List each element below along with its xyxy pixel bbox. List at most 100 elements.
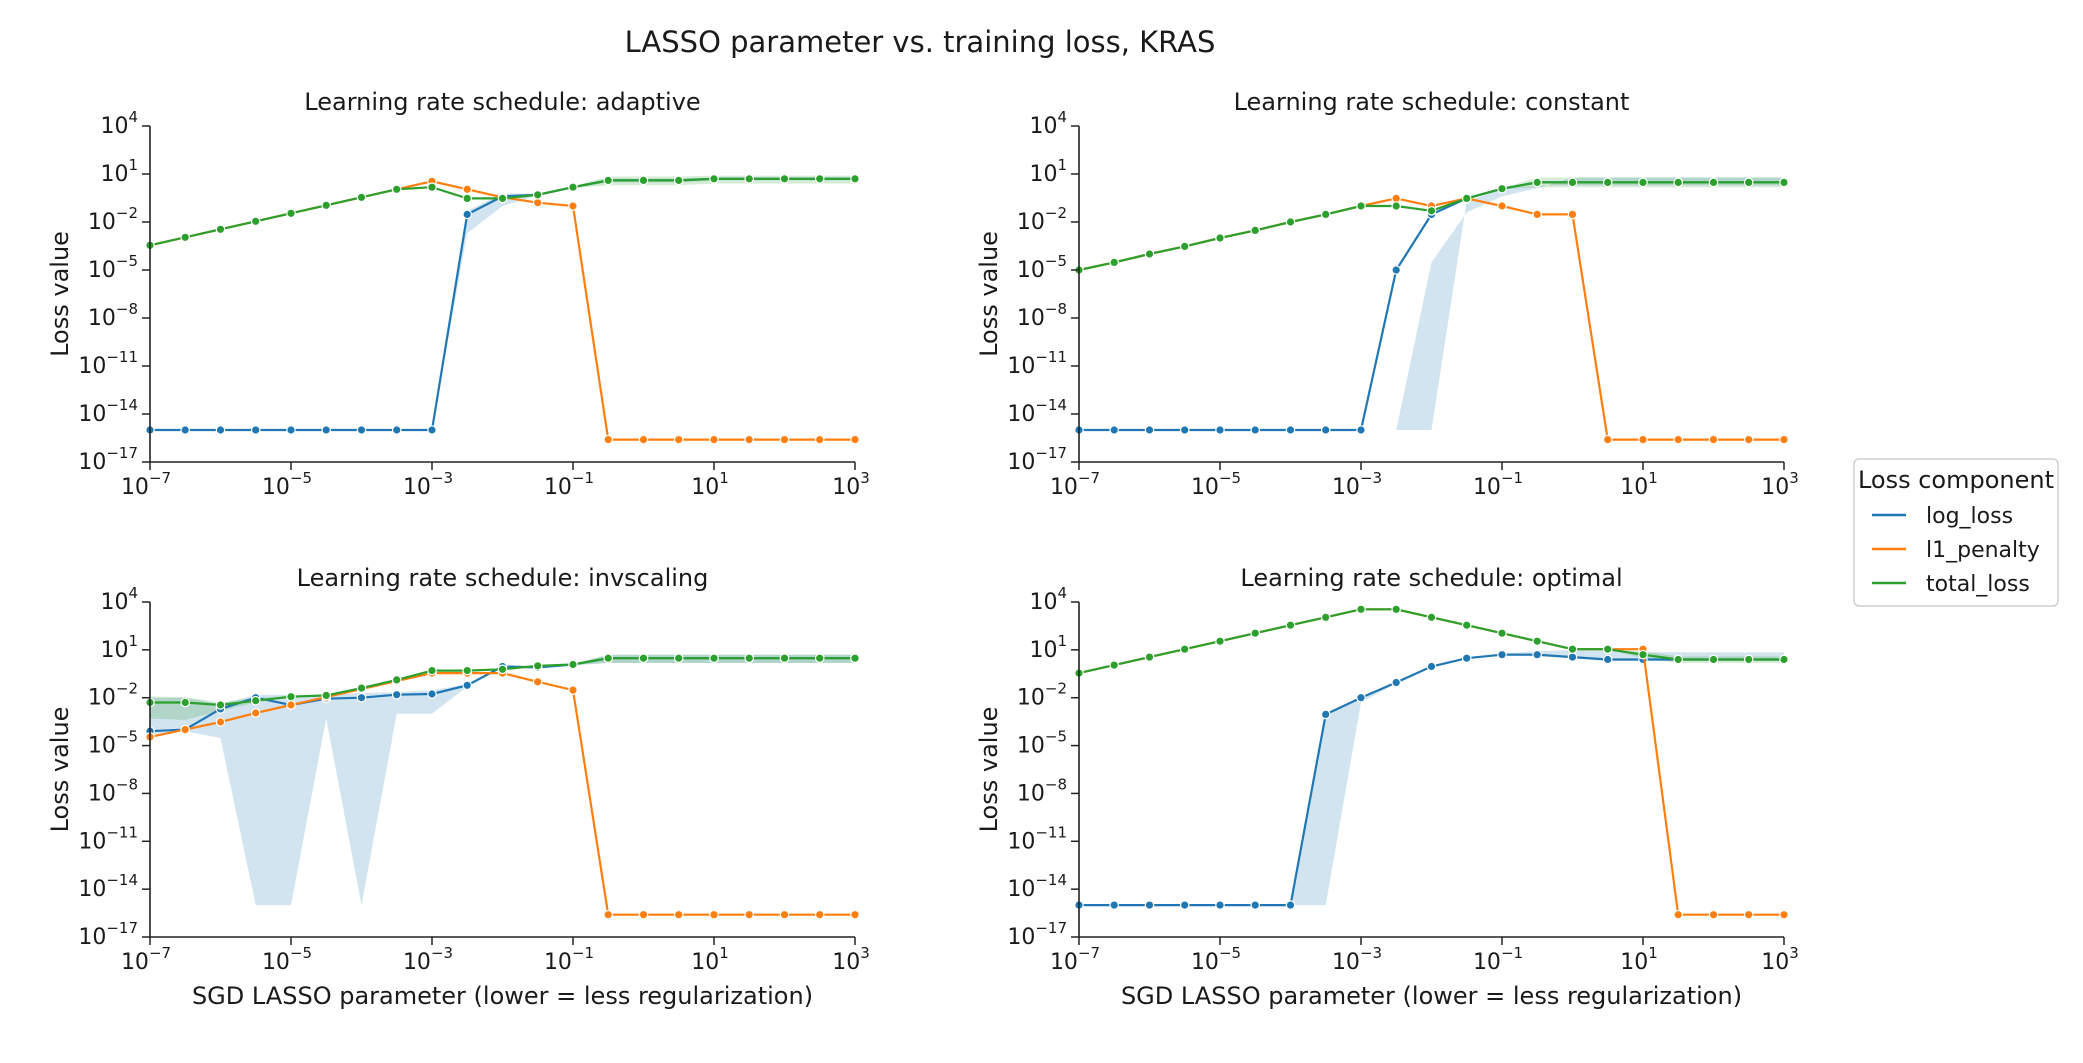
- point-l1_penalty: [744, 909, 754, 920]
- x-tick-label: 10−5: [1191, 944, 1241, 975]
- point-l1_penalty: [1532, 209, 1542, 220]
- point-total_loss: [709, 174, 719, 184]
- point-log_loss: [286, 425, 296, 435]
- line-log_loss: [150, 177, 855, 432]
- point-l1_penalty: [532, 197, 543, 208]
- x-tick-label: 10−3: [1332, 944, 1382, 975]
- point-total_loss: [1567, 644, 1578, 654]
- y-tick-label: 10−11: [1007, 823, 1067, 854]
- point-log_loss: [1602, 654, 1613, 665]
- point-total_loss: [1461, 193, 1472, 204]
- point-log_loss: [1250, 425, 1260, 435]
- band-log_loss: [150, 654, 855, 906]
- panel-title: Learning rate schedule: invscaling: [297, 564, 709, 592]
- point-l1_penalty: [673, 909, 684, 920]
- point-l1_penalty: [180, 724, 190, 735]
- band-total_loss: [1079, 177, 1784, 270]
- line-total_loss: [1078, 181, 1784, 272]
- point-total_loss: [250, 695, 261, 706]
- x-tick-label: 10−3: [403, 944, 453, 975]
- point-log_loss: [462, 680, 472, 691]
- x-tick-label: 101: [1620, 944, 1658, 975]
- point-log_loss: [1285, 425, 1296, 435]
- point-l1_penalty: [638, 434, 649, 445]
- point-log_loss: [1144, 425, 1155, 435]
- point-total_loss: [1179, 241, 1190, 252]
- point-l1_penalty: [814, 434, 825, 445]
- y-tick-label: 10−8: [88, 300, 138, 331]
- point-total_loss: [673, 653, 684, 663]
- x-tick-label: 10−1: [1473, 944, 1523, 975]
- point-total_loss: [180, 697, 190, 708]
- line-total_loss: [149, 177, 855, 247]
- y-tick-label: 104: [1029, 108, 1067, 139]
- point-total_loss: [1426, 612, 1437, 623]
- band-log_loss: [1079, 649, 1784, 906]
- x-tick-label: 101: [1620, 469, 1658, 500]
- point-l1_penalty: [779, 434, 790, 445]
- point-total_loss: [1673, 654, 1683, 665]
- line-log_loss: [1079, 653, 1784, 907]
- point-total_loss: [180, 232, 190, 243]
- band-log_loss: [150, 177, 855, 430]
- point-total_loss: [779, 174, 790, 184]
- y-tick-label: 10−14: [78, 871, 138, 902]
- point-l1_penalty: [1708, 909, 1719, 920]
- point-total_loss: [1532, 177, 1542, 188]
- point-log_loss: [1215, 900, 1225, 910]
- point-l1_penalty: [215, 717, 226, 727]
- point-l1_penalty: [250, 708, 261, 718]
- point-log_loss: [1391, 677, 1401, 688]
- point-l1_penalty: [462, 184, 472, 195]
- point-l1_penalty: [1743, 909, 1754, 920]
- point-total_loss: [1144, 652, 1155, 662]
- point-l1_penalty: [1567, 209, 1578, 220]
- y-tick-label: 101: [100, 632, 138, 663]
- point-total_loss: [1179, 644, 1190, 654]
- point-total_loss: [1285, 620, 1296, 630]
- point-total_loss: [1779, 177, 1789, 188]
- band-log_loss: [1079, 177, 1784, 430]
- point-total_loss: [286, 691, 296, 702]
- band-total_loss: [150, 175, 855, 246]
- x-tick-label: 10−7: [1050, 469, 1100, 500]
- point-total_loss: [497, 664, 508, 675]
- x-tick-label: 103: [832, 469, 870, 500]
- legend-title: Loss component: [1858, 466, 2054, 494]
- point-total_loss: [1250, 628, 1260, 638]
- point-total_loss: [356, 683, 367, 693]
- point-total_loss: [1461, 620, 1472, 630]
- point-log_loss: [1497, 649, 1507, 660]
- x-tick-label: 10−1: [544, 469, 594, 500]
- x-tick-label: 103: [832, 944, 870, 975]
- point-log_loss: [1356, 692, 1366, 703]
- point-l1_penalty: [673, 434, 684, 445]
- point-l1_penalty: [603, 909, 613, 920]
- y-axis-label: Loss value: [46, 707, 74, 833]
- y-tick-label: 10−8: [1017, 300, 1067, 331]
- point-total_loss: [1532, 636, 1542, 646]
- y-tick-label: 101: [1029, 156, 1067, 187]
- point-l1_penalty: [1743, 434, 1754, 445]
- point-l1_penalty: [1602, 434, 1613, 445]
- panel-0: Learning rate schedule: adaptive Loss val…: [46, 88, 870, 500]
- point-l1_penalty: [709, 909, 719, 920]
- point-log_loss: [1320, 709, 1331, 720]
- point-total_loss: [603, 175, 613, 186]
- point-l1_penalty: [1497, 201, 1507, 211]
- point-total_loss: [1708, 177, 1719, 188]
- panel-3: Learning rate schedule: optimal Loss valu…: [975, 564, 1799, 1010]
- legend-entry-total_loss: total_loss: [1926, 572, 2030, 597]
- y-tick-label: 10−11: [78, 823, 138, 854]
- point-total_loss: [391, 675, 402, 685]
- chart-title: LASSO parameter vs. training loss, KRAS: [625, 25, 1216, 59]
- point-log_loss: [356, 692, 367, 703]
- point-l1_penalty: [850, 909, 860, 920]
- point-total_loss: [814, 653, 825, 663]
- y-axis-label: Loss value: [46, 231, 74, 357]
- point-total_loss: [532, 660, 543, 671]
- y-tick-label: 10−5: [1017, 728, 1067, 759]
- point-l1_penalty: [1779, 909, 1789, 920]
- point-total_loss: [391, 184, 402, 195]
- point-log_loss: [427, 425, 437, 435]
